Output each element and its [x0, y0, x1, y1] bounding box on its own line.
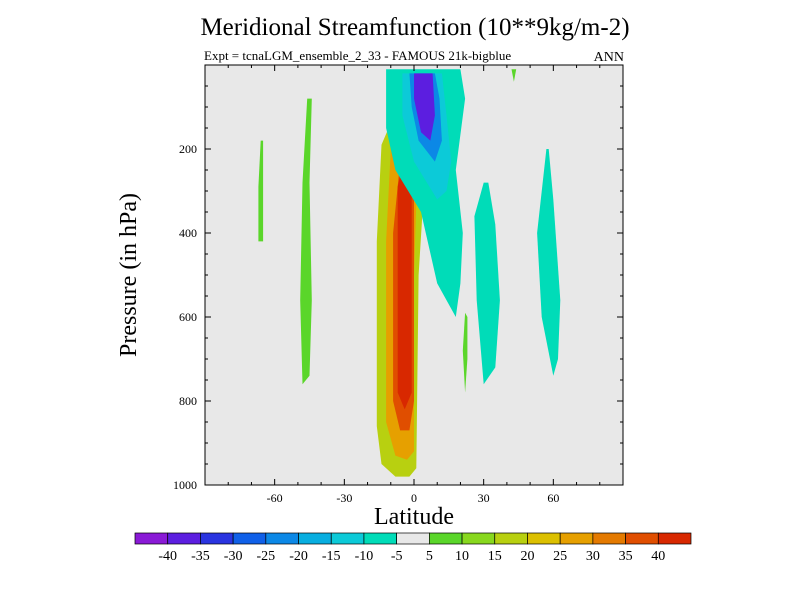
colorbar-swatch [232, 532, 267, 545]
colorbar-swatch [559, 532, 594, 545]
colorbar-label: -35 [191, 549, 210, 564]
contour-ferrel-cell-south-outer-b [258, 140, 264, 242]
colorbar: -40 -35 -30 -25 -20 -15 -10 -5 5 10 15 20 25 30 35 40 [134, 532, 692, 564]
y-tick-label: 200 [179, 142, 197, 156]
colorbar-swatch [265, 532, 299, 545]
y-tick-label: 1000 [173, 478, 197, 492]
colorbar-label: -30 [224, 549, 243, 564]
colorbar-label: 30 [586, 549, 600, 564]
contour-hadley-cell-south-core [397, 144, 412, 410]
colorbar-swatch [167, 532, 201, 545]
colorbar-label: 40 [651, 549, 665, 564]
colorbar-label: -5 [391, 549, 403, 564]
contour-fields [258, 69, 561, 477]
x-tick-label: 30 [478, 491, 490, 505]
season-label: ANN [593, 50, 624, 65]
y-tick-label: 400 [179, 226, 197, 240]
contour-ferrel-cell-north-a [474, 182, 500, 385]
x-tick-label: -30 [336, 491, 352, 505]
x-tick-label: 0 [411, 491, 417, 505]
colorbar-label: 35 [619, 549, 633, 564]
x-tick-label: -60 [267, 491, 283, 505]
colorbar-label: 5 [426, 549, 433, 564]
chart-title: Meridional Streamfunction (10**9kg/m-2) [200, 14, 630, 41]
colorbar-swatch [298, 532, 332, 545]
colorbar-swatch [657, 532, 692, 545]
contour-hadley-cell-north-core [414, 73, 435, 141]
colorbar-label: -15 [322, 549, 341, 564]
colorbar-swatch [625, 532, 659, 545]
colorbar-swatch [494, 532, 528, 545]
colorbar-label: 25 [553, 549, 567, 564]
colorbar-label: 20 [520, 549, 534, 564]
x-axis: -60 -30 0 30 60 [227, 65, 601, 505]
colorbar-swatch [461, 532, 496, 545]
y-tick-label: 600 [179, 310, 197, 324]
colorbar-label: 10 [455, 549, 469, 564]
colorbar-swatch [429, 532, 463, 545]
colorbar-swatch [592, 532, 626, 545]
chart-subtitle: Expt = tcnaLGM_ensemble_2_33 - FAMOUS 21… [204, 48, 512, 63]
x-tick-label: 60 [547, 491, 559, 505]
contour-ferrel-cell-north-b [537, 149, 561, 376]
colorbar-label: 15 [488, 549, 502, 564]
colorbar-swatch [200, 532, 234, 545]
y-tick-label: 800 [179, 394, 197, 408]
contour-ferrel-cell-south-outer-a [300, 98, 312, 385]
colorbar-label: -25 [256, 549, 275, 564]
colorbar-swatch [134, 532, 169, 545]
colorbar-label: -20 [289, 549, 308, 564]
x-axis-label: Latitude [374, 504, 454, 530]
colorbar-swatch [363, 532, 398, 545]
contour-small-cell-north-positive [462, 312, 468, 393]
colorbar-swatch [330, 532, 365, 545]
colorbar-label: -40 [158, 549, 177, 564]
colorbar-swatch [527, 532, 561, 545]
y-axis-label: Pressure (in hPa) [116, 193, 142, 357]
contour-polar-cell-north-fringe [511, 69, 517, 82]
colorbar-swatch [396, 532, 430, 545]
y-axis: 200 400 600 800 1000 [173, 85, 623, 492]
colorbar-label: -10 [355, 549, 374, 564]
